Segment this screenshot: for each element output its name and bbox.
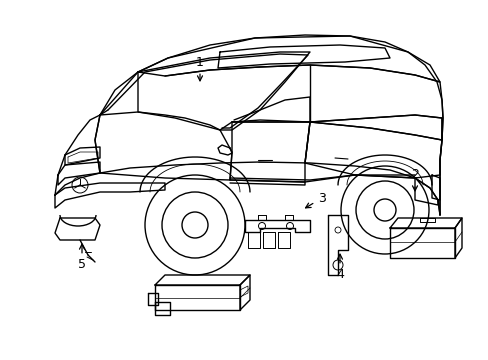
Text: 2: 2 (410, 168, 418, 191)
Text: 4: 4 (335, 254, 343, 282)
Text: 1: 1 (196, 55, 203, 81)
Text: 3: 3 (305, 192, 325, 208)
Text: 5: 5 (78, 244, 86, 271)
